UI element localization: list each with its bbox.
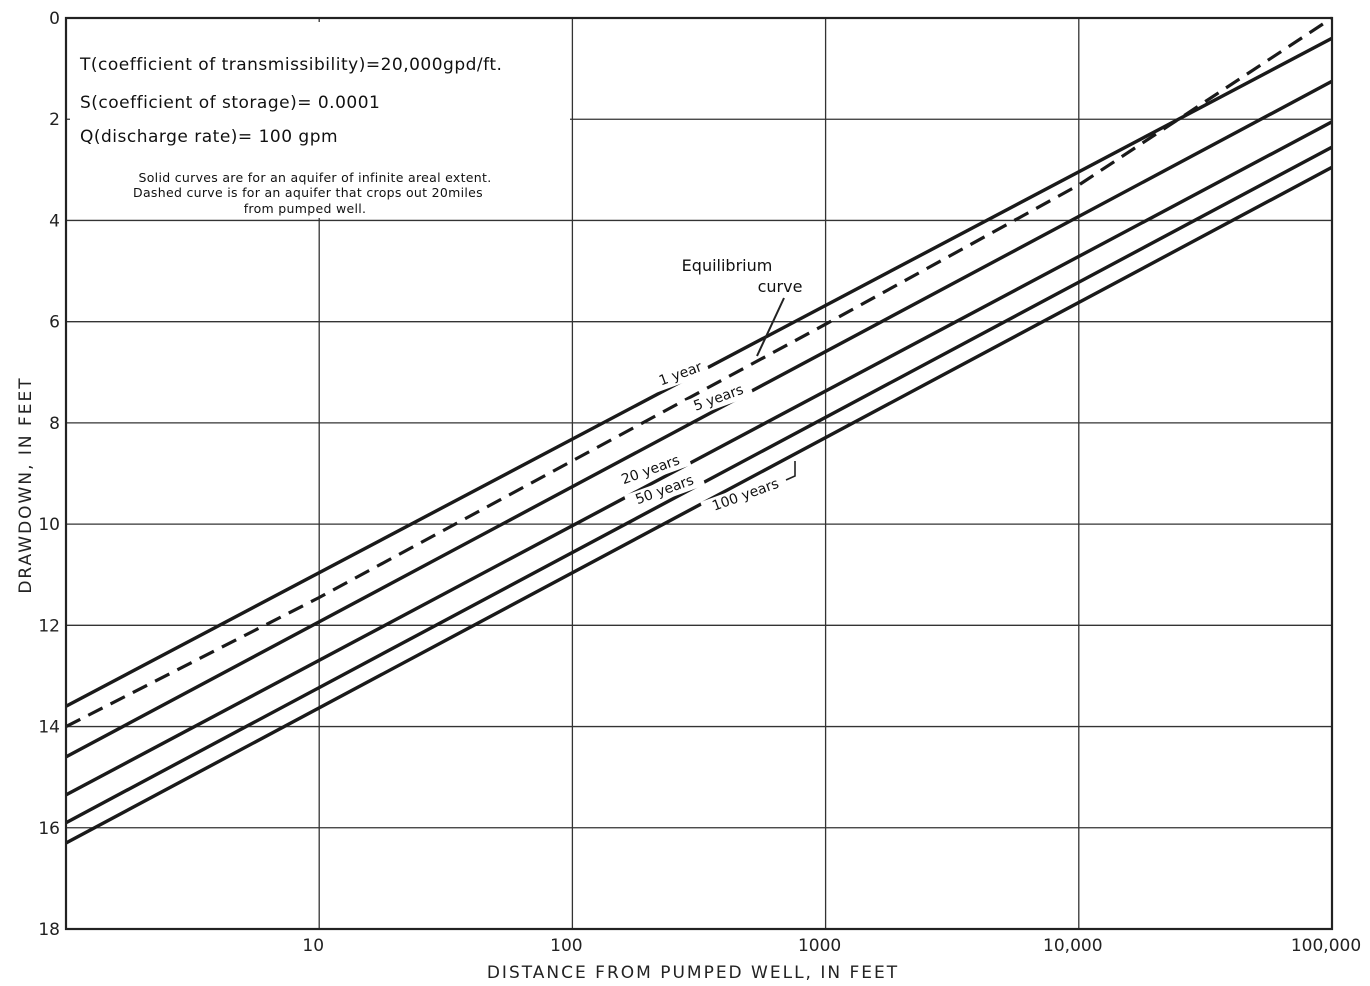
y-tick-label: 12 [38,616,60,636]
x-tick-label: 1000 [798,936,841,956]
x-tick-label: 100,000 [1291,936,1361,956]
label-20-years-bg [609,448,692,493]
tick-labels: 10 100 1000 10,000 100,000 0 2 4 6 8 10 12 14 16 18 [38,9,1361,956]
equilibrium-pointer [756,297,785,357]
note-transmissibility: T(coefficient of transmissibility)=20,00… [79,55,502,75]
y-tick-label: 4 [49,211,60,231]
note-caption-2: Dashed curve is for an aquifer that crop… [133,185,483,200]
y-tick-label: 0 [49,9,60,29]
label-1-year: 1 year [657,359,705,389]
label-100-years-pointer [785,461,796,481]
series-line-5-years [65,79,1333,759]
x-axis-title: DISTANCE FROM PUMPED WELL, IN FEET [487,963,899,983]
y-tick-label: 16 [38,819,60,839]
label-1-year-group: 1 year [651,356,711,393]
note-caption-3: from pumped well. [244,201,367,216]
label-50-years-bg [623,468,706,513]
label-5-years-bg [683,378,754,419]
equilibrium-label-bg [664,252,790,300]
plot-frame [64,16,1334,931]
x-tick-label: 10 [302,936,324,956]
notes-box [70,22,570,218]
y-tick-label: 2 [49,110,60,130]
series-line-20-years [65,120,1333,797]
y-tick-label: 18 [38,920,60,940]
x-tick-label: 100 [550,936,582,956]
note-caption-1: Solid curves are for an aquifer of infin… [139,170,492,185]
series-line-equilibrium-curve [65,16,1333,729]
y-tick-label: 10 [38,515,60,535]
equilibrium-label-line2: curve [758,277,803,296]
y-tick-label: 6 [49,313,60,333]
note-discharge: Q(discharge rate)= 100 gpm [80,127,338,147]
series-line-100-years [65,165,1333,845]
note-storage: S(coefficient of storage)= 0.0001 [80,93,380,113]
x-tick-label: 10,000 [1043,936,1102,956]
label-100-years-bg [700,471,791,520]
label-1-year-bg [651,356,711,393]
y-tick-label: 14 [38,718,60,738]
equilibrium-label-line1: Equilibrium [682,256,773,275]
y-axis-title: DRAWDOWN, IN FEET [16,376,36,593]
label-5-years-group: 5 years [683,378,754,419]
y-tick-label: 8 [49,414,60,434]
